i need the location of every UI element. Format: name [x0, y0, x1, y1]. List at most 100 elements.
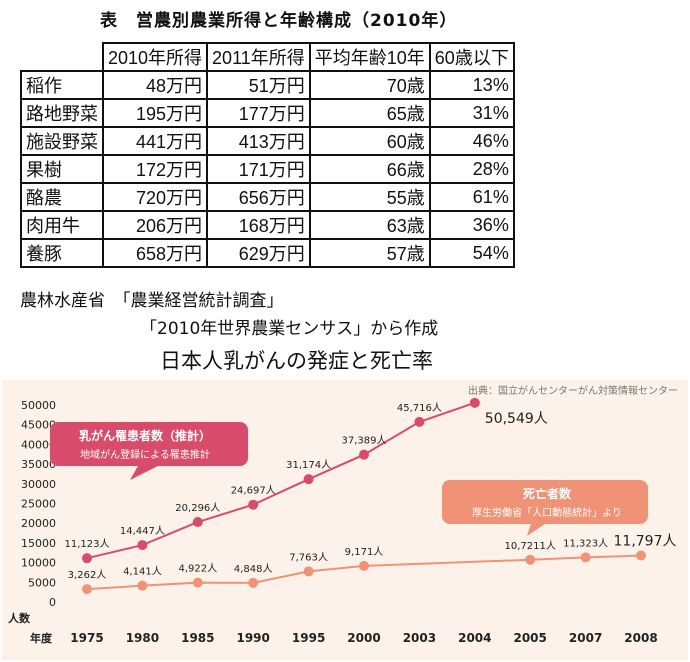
cell-under-60: 36% [428, 210, 515, 240]
data-point [248, 577, 259, 588]
data-point [469, 397, 480, 408]
chart-title: 日本人乳がんの発症と死亡率 [160, 349, 433, 373]
incidence-callout-box [50, 422, 248, 480]
data-point [137, 580, 148, 591]
y-tick-label: 10000 [21, 557, 56, 570]
y-tick-label: 40000 [21, 438, 56, 451]
y-tick-label: 20000 [21, 517, 56, 530]
x-tick-label: 2008 [624, 631, 657, 645]
row-farm-type: 養豚 [20, 238, 104, 268]
cell-under-60: 54% [428, 238, 515, 268]
death-series-note: 厚生労働省「人口動態統計」より [472, 506, 622, 519]
data-label: 11,797人 [614, 534, 677, 550]
table-row: 稲作 48万円 51万円 70歳 13% [20, 70, 515, 100]
header-income-2011: 2011年所得 [206, 42, 311, 72]
x-tick-label: 1985 [181, 631, 214, 645]
cell-under-60: 28% [428, 154, 515, 184]
x-axis-label: 年度 [30, 631, 53, 645]
data-point [359, 449, 369, 460]
data-label: 3,262人 [68, 569, 107, 581]
table-row: 路地野菜 195万円 177万円 65歳 31% [20, 98, 515, 128]
cell-average-age: 65歳 [308, 98, 431, 128]
death-series-name: 死亡者数 [523, 486, 572, 501]
cell-average-age: 55歳 [308, 182, 431, 212]
table-source-line-1: 農林水産省 「農業経営統計調査」 [20, 291, 284, 311]
cell-income-2011: 413万円 [206, 126, 311, 156]
y-tick-label: 25000 [21, 498, 56, 511]
data-label: 4,922人 [178, 563, 217, 575]
data-label: 4,848人 [234, 563, 273, 575]
data-point [303, 474, 314, 485]
data-point [580, 552, 591, 563]
cell-under-60: 46% [428, 126, 515, 156]
data-point [82, 553, 92, 564]
cell-income-2010: 658万円 [101, 238, 209, 268]
header-average-age: 平均年齢10年 [308, 42, 431, 72]
cell-average-age: 66歳 [308, 154, 431, 184]
data-point [192, 517, 203, 528]
cell-under-60: 13% [428, 70, 515, 100]
x-tick-label: 2003 [403, 631, 436, 645]
cell-income-2010: 441万円 [101, 126, 209, 156]
incidence-series-name: 乳がん罹患者数（推計） [79, 428, 211, 443]
cell-under-60: 31% [428, 98, 515, 128]
cell-income-2010: 172万円 [101, 154, 209, 184]
data-label: 11,123人 [65, 538, 110, 550]
data-point [248, 499, 259, 510]
data-point [137, 540, 148, 551]
incidence-series-note: 地域がん登録による罹患推計 [80, 448, 210, 461]
table-row: 肉用牛 206万円 168万円 63歳 36% [20, 210, 515, 240]
table-source-line-2: 「2010年世界農業センサス」から作成 [140, 319, 439, 339]
table-row: 養豚 658万円 629万円 57歳 54% [20, 238, 515, 268]
line-chart: 出典：国立がんセンターがん対策情報センター 0 5000 10000 15000 2000… [8, 384, 678, 645]
data-point [82, 584, 92, 595]
table-title: 表 営農別農業所得と年齢構成（2010年） [100, 11, 458, 31]
x-tick-label: 1975 [70, 631, 103, 645]
cell-average-age: 70歳 [308, 70, 431, 100]
cell-under-60: 61% [428, 182, 515, 212]
cell-income-2010: 720万円 [101, 182, 209, 212]
death-callout-box [442, 480, 648, 536]
y-tick-label: 30000 [21, 478, 56, 491]
data-label: 11,323人 [563, 537, 608, 549]
data-label: 50,549人 [485, 411, 548, 427]
row-farm-type: 施設野菜 [20, 126, 104, 156]
x-tick-label: 1995 [292, 631, 325, 645]
cell-average-age: 60歳 [308, 126, 431, 156]
cell-income-2011: 177万円 [206, 98, 311, 128]
data-point [303, 566, 314, 577]
y-axis-label: 人数 [8, 611, 31, 625]
cell-income-2010: 48万円 [101, 70, 209, 100]
cell-average-age: 57歳 [308, 238, 431, 268]
data-point [359, 560, 369, 571]
y-tick-label: 35000 [21, 458, 56, 471]
header-income-2010: 2010年所得 [101, 42, 209, 72]
data-point [192, 577, 203, 588]
cell-income-2011: 51万円 [206, 70, 311, 100]
cell-income-2010: 195万円 [101, 98, 209, 128]
y-tick-label: 5000 [28, 576, 56, 589]
y-tick-label: 15000 [21, 537, 56, 550]
chart-panel: 出典：国立がんセンターがん対策情報センター 0 5000 10000 15000 2000… [2, 380, 688, 660]
row-farm-type: 酪農 [20, 182, 104, 212]
y-tick-label: 50000 [21, 399, 56, 412]
y-tick-label: 0 [49, 596, 56, 609]
data-point [636, 550, 646, 561]
y-tick-label: 45000 [21, 419, 56, 432]
table-row: 果樹 172万円 171万円 66歳 28% [20, 154, 515, 184]
row-farm-type: 果樹 [20, 154, 104, 184]
cell-income-2011: 171万円 [206, 154, 311, 184]
x-tick-label: 1980 [126, 631, 159, 645]
x-tick-label: 1990 [236, 631, 269, 645]
cell-income-2011: 168万円 [206, 210, 311, 240]
data-label: 9,171人 [345, 546, 384, 558]
x-tick-label: 2007 [569, 631, 602, 645]
header-under-60: 60歳以下 [428, 42, 515, 72]
series-line-1 [86, 554, 642, 591]
data-label: 10,7211人 [505, 540, 556, 552]
table-header-row: 2010年所得 2011年所得 平均年齢10年 60歳以下 [20, 42, 515, 72]
cell-income-2011: 629万円 [206, 238, 311, 268]
table-row: 施設野菜 441万円 413万円 60歳 46% [20, 126, 515, 156]
row-farm-type: 路地野菜 [20, 98, 104, 128]
data-label: 37,389人 [342, 435, 387, 447]
